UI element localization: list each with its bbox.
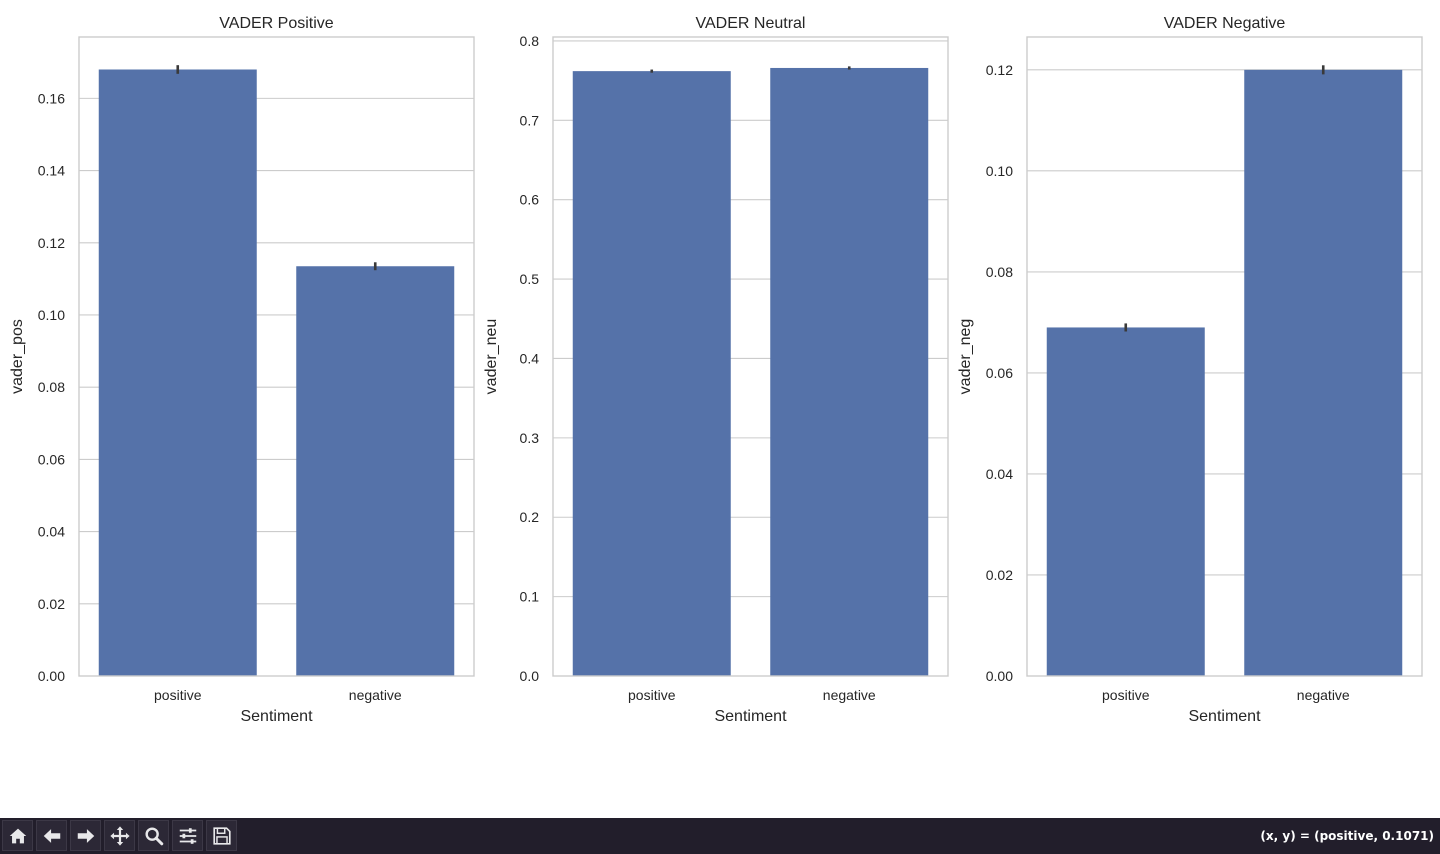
x-axis-label: Sentiment bbox=[240, 708, 313, 725]
bar-negative bbox=[770, 67, 929, 676]
ytick-label: 0.3 bbox=[520, 430, 540, 446]
forward-button[interactable] bbox=[70, 820, 101, 851]
sliders-icon bbox=[179, 827, 196, 844]
ytick-label: 0.08 bbox=[38, 379, 65, 395]
axes-frame bbox=[552, 36, 949, 677]
ytick-label: 0.6 bbox=[520, 192, 540, 208]
ytick-label: 0.4 bbox=[520, 350, 540, 366]
y-axis-label: vader_neg bbox=[957, 319, 974, 395]
ytick-label: 0.06 bbox=[38, 451, 65, 467]
ytick-label: 0.8 bbox=[520, 33, 540, 49]
ytick-label: 0.2 bbox=[520, 509, 540, 525]
configure-subplots-button[interactable] bbox=[172, 820, 203, 851]
save-button[interactable] bbox=[206, 820, 237, 851]
ytick-label: 0.5 bbox=[520, 271, 540, 287]
chart-title: VADER Neutral bbox=[696, 15, 806, 32]
ytick-label: 0.02 bbox=[38, 596, 65, 612]
ytick-label: 0.06 bbox=[986, 365, 1013, 381]
bar-negative bbox=[1244, 69, 1403, 677]
ytick-label: 0.12 bbox=[38, 235, 65, 251]
ytick-label: 0.10 bbox=[986, 163, 1013, 179]
ytick-label: 0.04 bbox=[986, 466, 1013, 482]
bar-positive bbox=[98, 69, 257, 677]
ytick-label: 0.14 bbox=[38, 163, 65, 179]
figure-canvas: 0.00 0.02 0.04 0.06 0.08 0.10 0.12 0.14 0.16 posi… bbox=[9, 15, 1423, 725]
y-axis-label: vader_neu bbox=[483, 319, 500, 395]
ytick-label: 0.12 bbox=[986, 62, 1013, 78]
xtick-label: positive bbox=[154, 687, 202, 703]
magnifier-icon bbox=[144, 826, 163, 845]
chart-title: VADER Negative bbox=[1164, 15, 1286, 32]
zoom-button[interactable] bbox=[138, 820, 169, 851]
coordinate-readout: (x, y) = (positive, 0.1071) bbox=[1260, 829, 1434, 843]
xtick-label: positive bbox=[628, 687, 676, 703]
ytick-label: 0.02 bbox=[986, 567, 1013, 583]
back-button[interactable] bbox=[36, 820, 67, 851]
ytick-label: 0.00 bbox=[986, 668, 1013, 684]
ytick-label: 0.04 bbox=[38, 524, 65, 540]
x-axis-label: Sentiment bbox=[1188, 708, 1261, 725]
move-icon bbox=[109, 825, 130, 846]
ytick-label: 0.0 bbox=[520, 668, 540, 684]
axes-frame bbox=[78, 36, 475, 677]
ytick-label: 0.10 bbox=[38, 307, 65, 323]
chart-title: VADER Positive bbox=[219, 15, 334, 32]
arrow-right-icon bbox=[77, 828, 94, 843]
home-icon bbox=[9, 828, 26, 843]
arrow-left-icon bbox=[43, 828, 60, 843]
bar-positive bbox=[1046, 327, 1205, 676]
figure-svg: 0.00 0.02 0.04 0.06 0.08 0.10 0.12 0.14 0.16 posi… bbox=[9, 15, 1423, 725]
x-axis-label: Sentiment bbox=[714, 708, 787, 725]
ytick-label: 0.08 bbox=[986, 264, 1013, 280]
xtick-label: negative bbox=[1297, 687, 1350, 703]
pan-button[interactable] bbox=[104, 820, 135, 851]
home-button[interactable] bbox=[2, 820, 33, 851]
xtick-label: negative bbox=[823, 687, 876, 703]
xtick-label: negative bbox=[349, 687, 402, 703]
subplot-2: 0.0 0.1 0.2 0.3 0.4 0.5 0.6 0.7 0.8 positive negat… bbox=[483, 15, 949, 725]
floppy-disk-icon bbox=[212, 826, 231, 845]
ytick-label: 0.1 bbox=[520, 589, 540, 605]
subplot-1: 0.00 0.02 0.04 0.06 0.08 0.10 0.12 0.14 0.16 posi… bbox=[9, 15, 475, 725]
ytick-label: 0.00 bbox=[38, 668, 65, 684]
y-axis-label: vader_pos bbox=[9, 319, 26, 394]
bar-negative bbox=[296, 266, 455, 676]
navigation-toolbar: (x, y) = (positive, 0.1071) bbox=[0, 818, 1440, 854]
subplot-3: 0.00 0.02 0.04 0.06 0.08 0.10 0.12 positive nega… bbox=[957, 15, 1423, 725]
axes-frame bbox=[1026, 36, 1423, 677]
ytick-label: 0.16 bbox=[38, 90, 65, 106]
bar-positive bbox=[572, 71, 731, 676]
ytick-label: 0.7 bbox=[520, 112, 540, 128]
xtick-label: positive bbox=[1102, 687, 1150, 703]
